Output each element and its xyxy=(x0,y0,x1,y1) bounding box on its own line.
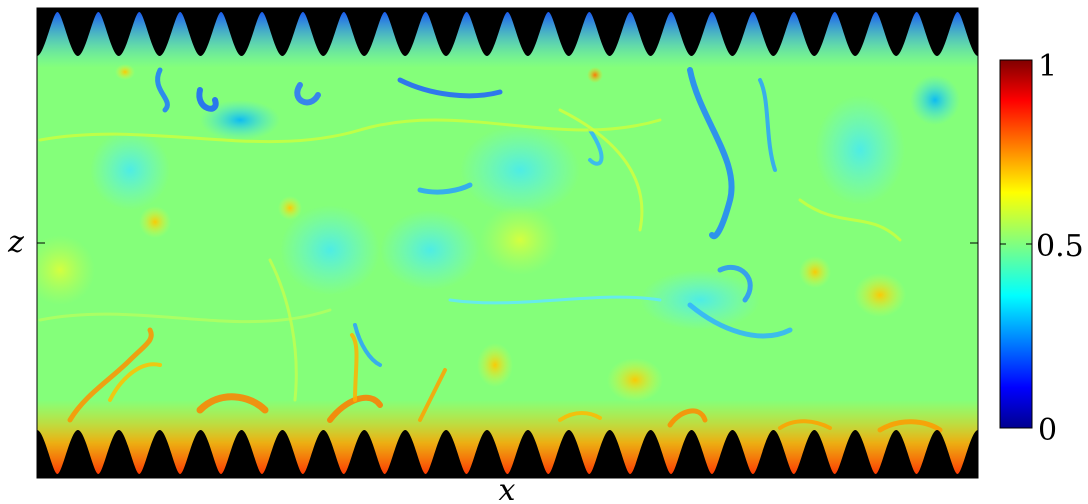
warm-vortex xyxy=(115,64,135,80)
cool-filament xyxy=(588,128,604,166)
cool-filament xyxy=(397,77,503,99)
warm-vortex xyxy=(37,235,95,305)
cool-filament xyxy=(294,82,321,106)
cool-filament xyxy=(717,264,753,303)
bottom-rough-wall xyxy=(37,430,978,478)
warm-vortex xyxy=(799,256,831,288)
mixing-filament xyxy=(448,295,662,305)
cool-vortex xyxy=(280,205,380,295)
cool-filament xyxy=(687,67,735,240)
cool-filament xyxy=(758,78,777,172)
mixing-filament xyxy=(38,118,662,144)
x-axis-label: x xyxy=(499,473,516,504)
colorbar-tick-label-max: 1 xyxy=(1038,49,1057,84)
warm-filament xyxy=(350,333,359,402)
warm-vortex xyxy=(607,358,663,402)
heatmap-plot xyxy=(36,7,979,479)
cool-filament xyxy=(196,87,219,112)
vortex-structures xyxy=(37,64,960,402)
filament-structures xyxy=(38,67,943,433)
warm-filament xyxy=(67,327,154,423)
warm-filament xyxy=(418,368,447,422)
warm-filament xyxy=(558,411,602,422)
warm-vortex xyxy=(480,205,560,275)
warm-vortex xyxy=(278,196,302,220)
cool-filament xyxy=(687,302,793,339)
mixing-filament xyxy=(268,258,298,402)
colorbar: 1 0.5 0 xyxy=(999,49,1084,448)
warm-vortex xyxy=(477,343,513,387)
top-rough-wall xyxy=(37,8,978,56)
mixing-filament xyxy=(38,308,332,324)
cool-vortex xyxy=(815,95,905,205)
scalar-field xyxy=(37,8,978,478)
warm-filament xyxy=(667,408,708,428)
cool-filament xyxy=(155,67,170,113)
colorbar-tick-label-min: 0 xyxy=(1038,413,1057,448)
warm-vortex xyxy=(139,206,171,238)
warm-vortex xyxy=(587,67,603,83)
cool-vortex xyxy=(640,270,760,330)
mixing-filament xyxy=(558,108,644,232)
warm-filament xyxy=(108,362,162,402)
cool-filament xyxy=(417,182,473,195)
warm-filament xyxy=(877,419,943,433)
cool-vortex xyxy=(200,100,280,140)
cool-vortex xyxy=(380,210,480,290)
z-axis-label: z xyxy=(7,225,24,260)
bottom-boundary-layer xyxy=(37,400,978,478)
warm-filament xyxy=(196,393,269,414)
cool-vortex xyxy=(90,130,170,210)
warm-vortex xyxy=(854,273,906,317)
cool-filament xyxy=(353,323,382,367)
cool-vortex xyxy=(910,75,960,125)
colorbar-tick-label-mid: 0.5 xyxy=(1036,229,1084,264)
warm-filament xyxy=(778,419,832,430)
top-boundary-layer xyxy=(37,8,978,68)
mixing-filament xyxy=(798,198,902,242)
cool-vortex xyxy=(460,125,580,215)
